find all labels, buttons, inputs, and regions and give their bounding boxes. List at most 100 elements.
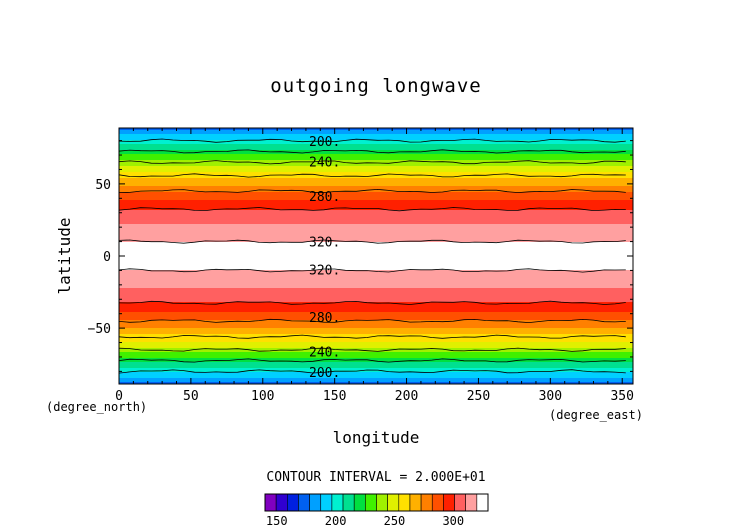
- contour-band: [119, 324, 633, 327]
- x-tick-label: 300: [539, 389, 562, 404]
- contour-band: [119, 256, 633, 259]
- y-tick-label: 50: [95, 178, 111, 193]
- contour-band: [119, 296, 633, 299]
- colorbar-tick-label: 200: [325, 514, 347, 528]
- contour-line: [118, 347, 626, 352]
- colorbar-cell: [342, 493, 355, 512]
- y-tick-label: 0: [103, 250, 111, 265]
- contour-band: [119, 196, 633, 199]
- contour-band: [119, 336, 633, 339]
- contour-line: [118, 207, 626, 212]
- colorbar-cell: [365, 493, 377, 512]
- contour-band: [119, 294, 633, 297]
- contour-band: [119, 348, 633, 351]
- y-axis: −50 0 50: [88, 140, 633, 372]
- contour-band: [119, 330, 633, 333]
- contour-band: [119, 254, 633, 257]
- contour-band: [119, 178, 633, 181]
- contour-band: [119, 280, 633, 283]
- contour-band: [119, 220, 633, 223]
- contour-line: [118, 138, 626, 143]
- contour-band: [119, 200, 633, 203]
- colorbar-tick-label: 250: [384, 514, 406, 528]
- contour-band: [119, 328, 633, 331]
- contour-band: [119, 362, 633, 365]
- contour-band: [119, 312, 633, 315]
- y-tick-label: −50: [88, 322, 111, 337]
- contour-band: [119, 192, 633, 195]
- colorbar-tick-label: 150: [266, 514, 288, 528]
- plot-area: 200. 240. 280. 320. 320. 280. 240. 200.: [118, 127, 634, 385]
- contour-band: [119, 282, 633, 285]
- colorbar-cell: [476, 493, 489, 512]
- x-tick-label: 350: [610, 389, 633, 404]
- contour-band: [119, 264, 633, 267]
- contour-band: [119, 234, 633, 237]
- contour-band: [119, 380, 633, 383]
- contour-band: [119, 288, 633, 291]
- contour-band: [119, 228, 633, 231]
- contour-line: [118, 239, 626, 244]
- contour-band: [119, 230, 633, 233]
- contour-band: [119, 218, 633, 221]
- contour-band: [119, 260, 633, 263]
- x-tick-label: 0: [115, 389, 123, 404]
- contour-band: [119, 144, 633, 147]
- contour-band: [119, 158, 633, 161]
- contour-band: [119, 208, 633, 211]
- contour-band: [119, 300, 633, 303]
- contour-band: [119, 368, 633, 371]
- contour-band: [119, 378, 633, 381]
- contour-band: [119, 376, 633, 379]
- contour-band: [119, 340, 633, 343]
- contour-band: [119, 244, 633, 247]
- chart-title: outgoing longwave: [270, 75, 481, 97]
- contour-band: [119, 216, 633, 219]
- contour-band: [119, 170, 633, 173]
- contour-band: [119, 168, 633, 171]
- contour-band: [119, 274, 633, 277]
- colorbar-cell: [431, 493, 444, 512]
- x-axis: 0 50 100 150 200 250 300 350: [115, 128, 634, 404]
- contour-band: [119, 134, 633, 137]
- colorbar: 150 200 250 300: [264, 493, 489, 528]
- contour-band: [119, 326, 633, 329]
- contour-band: [119, 262, 633, 265]
- contour-line: [118, 358, 626, 363]
- contour-band: [119, 322, 633, 325]
- x-tick-label: 200: [395, 389, 418, 404]
- contour-band: [119, 138, 633, 141]
- contour-band: [119, 214, 633, 217]
- contour-band: [119, 334, 633, 337]
- contour-band: [119, 212, 633, 215]
- contour-band: [119, 202, 633, 205]
- contour-band: [119, 128, 633, 131]
- colorbar-cell: [309, 493, 322, 512]
- colorbar-cell: [320, 493, 333, 512]
- colorbar-cell: [353, 493, 366, 512]
- contour-band: [119, 332, 633, 335]
- contour-band: [119, 310, 633, 313]
- contour-band: [119, 272, 633, 275]
- x-unit-label: (degree_east): [549, 408, 643, 422]
- contour-band: [119, 190, 633, 193]
- contour-band: [119, 354, 633, 357]
- contour-band: [119, 206, 633, 209]
- contour-label: 320.: [309, 235, 340, 250]
- colorbar-frame: [264, 493, 489, 512]
- contour-label: 240.: [309, 155, 340, 170]
- contour-line: [118, 318, 626, 324]
- contour-band: [119, 266, 633, 269]
- contour-band: [119, 154, 633, 157]
- contour-band: [119, 210, 633, 213]
- contour-line: [118, 334, 626, 339]
- contour-band: [119, 146, 633, 149]
- contour-line: [118, 149, 626, 154]
- contour-band: [119, 236, 633, 239]
- contour-label: 280.: [309, 311, 340, 326]
- contour-band: [119, 382, 633, 385]
- contour-band: [119, 308, 633, 311]
- contour-label: 240.: [309, 346, 340, 361]
- colorbar-tick-label: 300: [442, 514, 464, 528]
- contour-band: [119, 278, 633, 281]
